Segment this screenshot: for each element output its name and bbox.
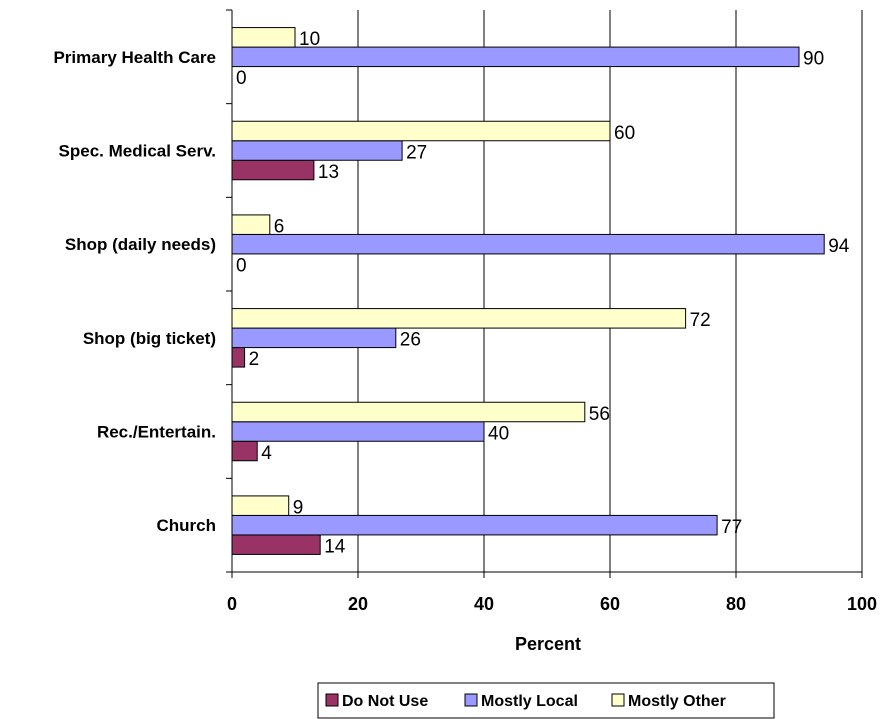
data-label: 9 — [293, 497, 304, 518]
data-label: 56 — [589, 404, 610, 425]
gridlines — [358, 10, 862, 572]
data-label: 90 — [803, 49, 824, 70]
data-label: 14 — [324, 536, 346, 557]
category-label: Spec. Medical Serv. — [59, 142, 216, 161]
bar-do-not-use — [232, 535, 320, 555]
x-tick-label: 40 — [474, 594, 494, 614]
category-label: Shop (big ticket) — [83, 329, 216, 348]
data-label: 94 — [828, 236, 850, 257]
legend-swatch-mostly-local — [465, 694, 477, 706]
data-label: 4 — [261, 443, 272, 464]
legend-label: Do Not Use — [342, 693, 428, 710]
bar-do-not-use — [232, 348, 245, 368]
data-label: 2 — [249, 349, 260, 370]
data-label: 60 — [614, 123, 635, 144]
bar-mostly-other — [232, 215, 270, 235]
category-label: Shop (daily needs) — [65, 235, 216, 254]
data-label: 26 — [400, 330, 421, 351]
x-axis-title: Percent — [515, 634, 581, 654]
bar-mostly-local — [232, 234, 824, 254]
x-tick-label: 60 — [600, 594, 620, 614]
legend-label: Mostly Other — [628, 693, 726, 710]
axes — [226, 10, 862, 578]
bar-mostly-local — [232, 141, 402, 161]
data-label: 10 — [299, 29, 320, 50]
bars — [232, 28, 824, 555]
bar-mostly-other — [232, 309, 686, 329]
x-tick-label: 100 — [847, 594, 877, 614]
x-tick-label: 80 — [726, 594, 746, 614]
category-label: Primary Health Care — [53, 48, 216, 67]
data-label: 0 — [236, 255, 247, 276]
data-label: 0 — [236, 68, 247, 89]
bar-do-not-use — [232, 441, 257, 461]
category-label: Rec./Entertain. — [97, 423, 216, 442]
legend-swatch-do-not-use — [326, 694, 338, 706]
data-label: 6 — [274, 216, 285, 237]
bar-mostly-other — [232, 402, 585, 422]
legend-label: Mostly Local — [481, 693, 578, 710]
data-label: 27 — [406, 142, 427, 163]
data-label: 72 — [690, 310, 711, 331]
bar-mostly-local — [232, 515, 717, 535]
bar-do-not-use — [232, 160, 314, 180]
bar-mostly-other — [232, 496, 289, 515]
bar-mostly-other — [232, 121, 610, 141]
data-label: 40 — [488, 423, 509, 444]
legend: Do Not Use Mostly Local Mostly Other — [318, 683, 774, 718]
x-tick-label: 20 — [348, 594, 368, 614]
bar-mostly-local — [232, 422, 484, 442]
bar-mostly-local — [232, 328, 396, 348]
legend-swatch-mostly-other — [612, 694, 624, 706]
data-label: 13 — [318, 162, 339, 183]
x-tick-label: 0 — [227, 594, 237, 614]
bar-mostly-other — [232, 28, 295, 48]
category-label: Church — [157, 516, 217, 535]
data-label: 77 — [721, 517, 742, 538]
